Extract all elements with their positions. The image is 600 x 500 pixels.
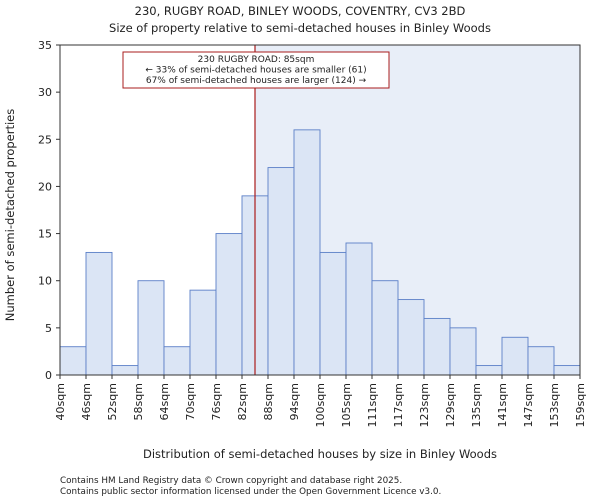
y-tick-label-25: 25 [38,133,52,146]
x-tick-label-100sqm: 100sqm [314,383,327,427]
bar-52sqm [111,365,139,376]
x-tick-label-159sqm: 159sqm [574,383,587,427]
x-axis-ticks: 40sqm 46sqm 52sqm 58sqm 64sqm 70sqm 76sqm 82sqm… [54,375,587,427]
bar-76sqm [215,233,243,376]
annotation-box: 230 RUGBY ROAD: 85sqm ← 33% of semi-deta… [122,51,390,89]
x-tick-label-46sqm: 46sqm [80,383,93,420]
bar-94sqm [293,129,321,376]
x-tick-label-94sqm: 94sqm [288,383,301,420]
bar-111sqm [371,280,399,376]
annotation-line3: 67% of semi-detached houses are larger (… [146,76,367,86]
bar-64sqm [163,346,191,376]
bar-88sqm [267,167,295,376]
y-tick-label-35: 35 [38,39,52,52]
bar-40sqm [59,346,87,376]
bar-70sqm [189,289,217,376]
x-tick-label-123sqm: 123sqm [418,383,431,427]
x-tick-label-135sqm: 135sqm [470,383,483,427]
bar-58sqm [137,280,165,376]
x-tick-label-117sqm: 117sqm [392,383,405,427]
y-tick-label-30: 30 [38,86,52,99]
y-tick-label-5: 5 [45,322,52,335]
bar-129sqm [449,327,477,376]
y-tick-label-0: 0 [45,369,52,382]
x-tick-label-64sqm: 64sqm [158,383,171,420]
bar-153sqm [553,365,581,376]
x-tick-label-141sqm: 141sqm [496,383,509,427]
x-tick-label-58sqm: 58sqm [132,383,145,420]
annotation-line2: ← 33% of semi-detached houses are smalle… [145,66,366,76]
x-tick-label-105sqm: 105sqm [340,383,353,427]
footer-line2: Contains public sector information licen… [60,487,441,497]
x-tick-label-40sqm: 40sqm [54,383,67,420]
annotation-line1: 230 RUGBY ROAD: 85sqm [198,55,315,65]
x-tick-label-111sqm: 111sqm [366,383,379,427]
x-tick-label-52sqm: 52sqm [106,383,119,420]
bar-141sqm [501,336,529,376]
x-tick-label-88sqm: 88sqm [262,383,275,420]
bar-105sqm [345,242,373,376]
x-tick-label-70sqm: 70sqm [184,383,197,420]
bar-46sqm [85,251,113,376]
bar-117sqm [397,299,425,376]
bar-100sqm [319,251,347,376]
x-tick-label-129sqm: 129sqm [444,383,457,427]
y-tick-label-10: 10 [38,275,52,288]
annotation-border [122,51,390,89]
chart-title-line2: Size of property relative to semi-detach… [109,21,491,35]
x-tick-label-147sqm: 147sqm [522,383,535,427]
bar-123sqm [423,317,451,376]
y-tick-label-20: 20 [38,180,52,193]
x-tick-label-82sqm: 82sqm [236,383,249,420]
x-axis-label: Distribution of semi-detached houses by … [143,447,497,461]
footer-line1: Contains HM Land Registry data © Crown c… [60,476,402,486]
y-axis-ticks: 0 5 10 15 20 25 30 35 [38,39,60,382]
histogram-bars [59,129,581,376]
plot-area [59,44,581,376]
bar-147sqm [527,346,555,376]
x-tick-label-76sqm: 76sqm [210,383,223,420]
y-tick-label-15: 15 [38,228,52,241]
x-tick-label-153sqm: 153sqm [548,383,561,427]
bar-135sqm [475,365,503,376]
y-axis-label: Number of semi-detached properties [3,109,17,321]
chart-title-line1: 230, RUGBY ROAD, BINLEY WOODS, COVENTRY,… [135,4,466,18]
